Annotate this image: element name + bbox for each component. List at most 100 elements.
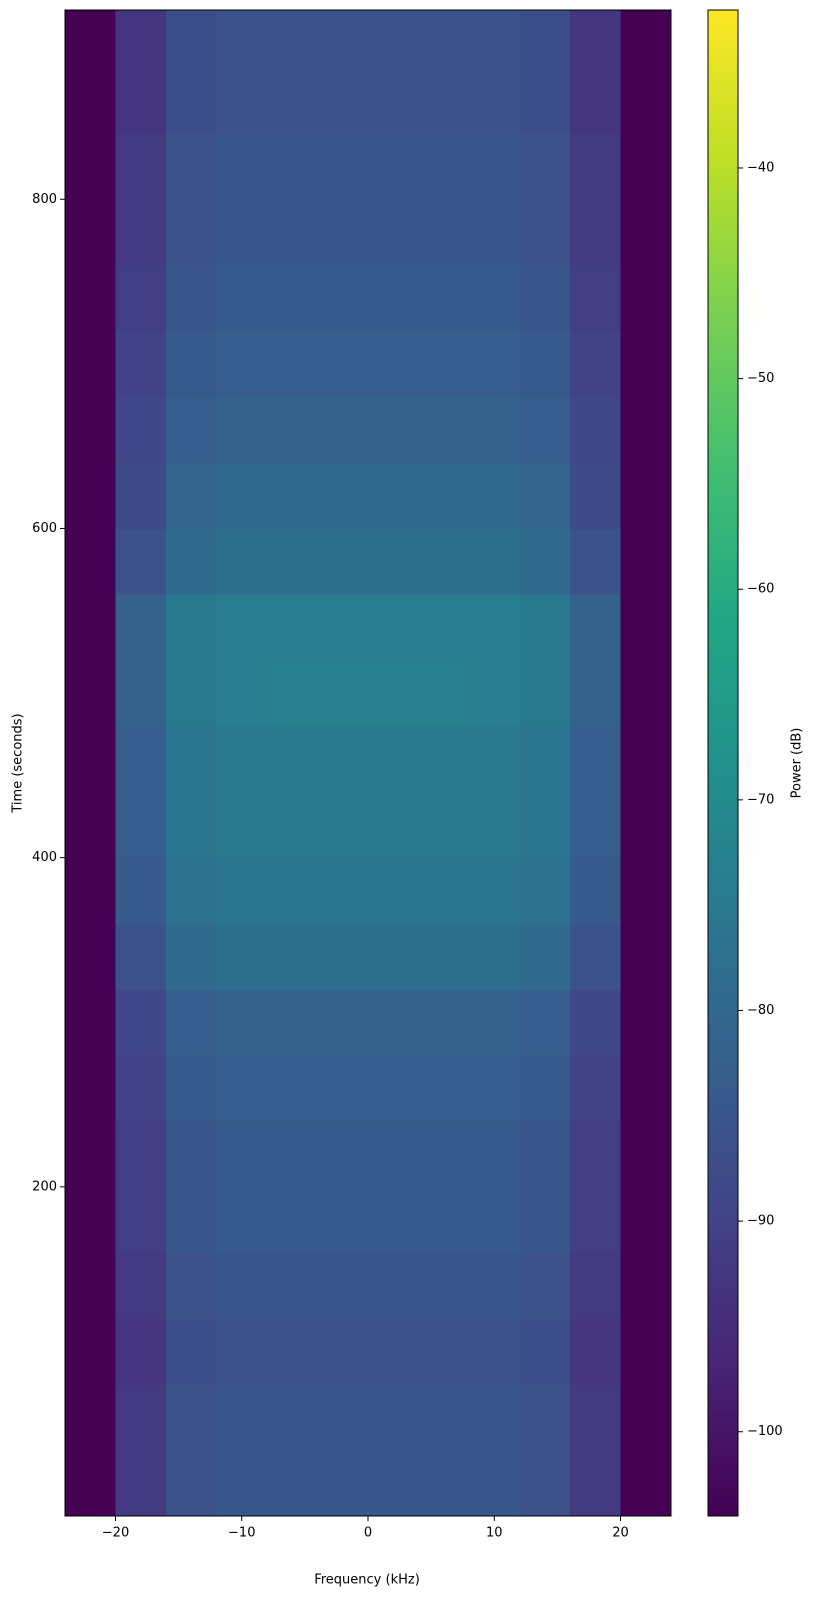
cell — [65, 462, 116, 529]
cell — [620, 1318, 672, 1385]
colorbar-label: Power (dB) — [790, 728, 805, 799]
cell — [166, 133, 217, 200]
colorbar-tick-label: −40 — [747, 160, 774, 175]
x-tick-label: −10 — [228, 1526, 255, 1541]
cell — [620, 330, 672, 398]
cell — [267, 1318, 318, 1385]
cell — [469, 10, 520, 69]
cell — [216, 857, 268, 924]
colorbar-tick-label: −70 — [747, 792, 774, 807]
cell — [65, 1055, 116, 1122]
cell — [469, 67, 520, 134]
cell — [216, 10, 268, 69]
cell — [519, 857, 571, 924]
colorbar-tick-label: −100 — [747, 1424, 783, 1439]
cell — [216, 67, 268, 134]
cell — [65, 1186, 116, 1254]
cell — [570, 67, 621, 134]
cell — [620, 725, 672, 793]
cell — [620, 857, 672, 924]
cell — [317, 10, 369, 69]
cell — [368, 330, 419, 398]
cell — [216, 330, 268, 398]
cell — [267, 660, 318, 727]
cell — [570, 133, 621, 200]
cell — [267, 594, 318, 661]
cell — [317, 791, 369, 859]
cell — [469, 989, 520, 1056]
cell — [519, 594, 571, 661]
cell — [216, 989, 268, 1056]
cell — [267, 199, 318, 266]
cell — [166, 989, 217, 1056]
cell — [65, 660, 116, 727]
cell — [216, 1055, 268, 1122]
cell — [368, 923, 419, 990]
cell — [570, 1120, 621, 1188]
cell — [469, 1450, 520, 1517]
cell — [317, 528, 369, 595]
cell — [216, 791, 268, 859]
cell — [65, 199, 116, 266]
cell — [570, 1384, 621, 1451]
cell — [317, 1252, 369, 1319]
colorbar-tick-label: −80 — [747, 1003, 774, 1018]
cell — [418, 923, 470, 990]
cell — [469, 923, 520, 990]
cell — [620, 67, 672, 134]
cell — [166, 791, 217, 859]
cell — [519, 396, 571, 464]
cell — [65, 265, 116, 332]
cell — [216, 1186, 268, 1254]
cell — [317, 725, 369, 793]
cell — [166, 1120, 217, 1188]
cell — [65, 857, 116, 924]
cell — [65, 1120, 116, 1188]
cell — [166, 462, 217, 529]
cell — [115, 199, 167, 266]
cell — [519, 1318, 571, 1385]
cell — [115, 265, 167, 332]
cell — [519, 67, 571, 134]
cell — [570, 396, 621, 464]
cell — [166, 330, 217, 398]
cell — [65, 923, 116, 990]
cell — [368, 725, 419, 793]
cell — [317, 462, 369, 529]
cell — [570, 660, 621, 727]
cell — [216, 462, 268, 529]
cell — [469, 528, 520, 595]
cell — [166, 923, 217, 990]
cell — [115, 660, 167, 727]
cell — [620, 133, 672, 200]
cell — [620, 1055, 672, 1122]
cell — [267, 989, 318, 1056]
cell — [418, 725, 470, 793]
cell — [469, 1384, 520, 1451]
cell — [368, 10, 419, 69]
cell — [519, 1186, 571, 1254]
cell — [469, 330, 520, 398]
cell — [65, 67, 116, 134]
cell — [418, 10, 470, 69]
cell — [115, 1120, 167, 1188]
y-axis-label: Time (seconds) — [11, 713, 26, 813]
cell — [65, 1384, 116, 1451]
cell — [216, 660, 268, 727]
cell — [166, 725, 217, 793]
cell — [267, 1055, 318, 1122]
cell — [620, 923, 672, 990]
cell — [166, 660, 217, 727]
cell — [418, 396, 470, 464]
cell — [166, 528, 217, 595]
cell — [65, 330, 116, 398]
cell — [216, 133, 268, 200]
cell — [570, 594, 621, 661]
cell — [216, 396, 268, 464]
y-tick-label: 200 — [32, 1179, 57, 1194]
cell — [519, 462, 571, 529]
colorbar-tick-label: −90 — [747, 1214, 774, 1229]
cell — [418, 462, 470, 529]
cell — [216, 1252, 268, 1319]
